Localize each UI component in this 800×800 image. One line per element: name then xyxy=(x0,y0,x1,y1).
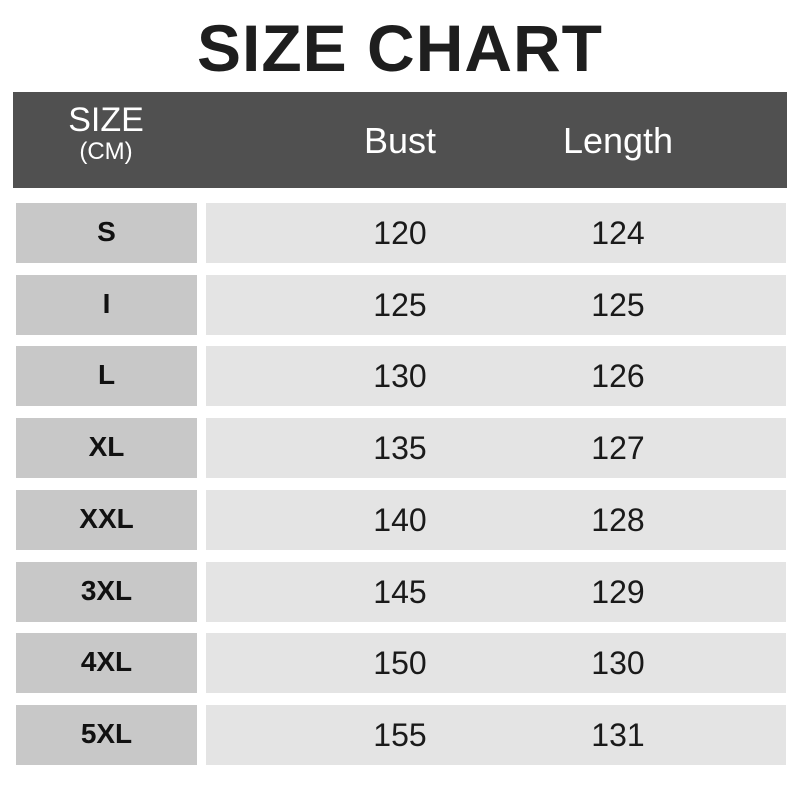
data-cell: 120 124 xyxy=(206,203,786,263)
table-row: S 120 124 xyxy=(16,203,786,263)
size-cell: 5XL xyxy=(16,704,197,765)
size-cell: L xyxy=(16,346,197,407)
length-value: 131 xyxy=(591,716,645,753)
length-value: 127 xyxy=(591,430,645,467)
length-value: 126 xyxy=(591,358,645,395)
bust-value: 125 xyxy=(373,286,427,323)
size-cell: XL xyxy=(16,418,197,479)
data-cell: 140 128 xyxy=(206,489,786,550)
size-cell: 3XL xyxy=(16,561,197,622)
length-value: 128 xyxy=(591,501,645,538)
header-size: SIZE (CM) xyxy=(13,102,199,166)
length-value: 130 xyxy=(591,645,645,682)
bust-value: 155 xyxy=(373,716,427,753)
length-value: 129 xyxy=(591,573,645,610)
table-row: 3XL 145 129 xyxy=(16,561,786,622)
length-value: 124 xyxy=(591,215,645,251)
table-row: XXL 140 128 xyxy=(16,489,786,550)
bust-value: 140 xyxy=(373,501,427,538)
size-cell: I xyxy=(16,274,197,335)
size-cell: S xyxy=(16,203,197,263)
header-length: Length xyxy=(562,120,674,161)
length-value: 125 xyxy=(591,286,645,323)
header-bust: Bust xyxy=(363,120,437,161)
data-cell: 130 126 xyxy=(206,346,786,407)
bust-value: 120 xyxy=(373,215,427,251)
table-header: SIZE (CM) Bust Length xyxy=(13,92,787,188)
size-cell: XXL xyxy=(16,489,197,550)
table-row: I 125 125 xyxy=(16,274,786,335)
data-cell: 125 125 xyxy=(206,274,786,335)
page-title: SIZE CHART xyxy=(197,11,603,85)
size-cell: 4XL xyxy=(16,633,197,694)
table-row: L 130 126 xyxy=(16,346,786,407)
data-cell: 135 127 xyxy=(206,418,786,479)
bust-value: 130 xyxy=(373,358,427,395)
data-cell: 150 130 xyxy=(206,633,786,694)
data-cell: 145 129 xyxy=(206,561,786,622)
header-size-label: SIZE xyxy=(68,101,144,139)
bust-value: 145 xyxy=(373,573,427,610)
table-row: 4XL 150 130 xyxy=(16,633,786,694)
table-row: XL 135 127 xyxy=(16,418,786,479)
header-unit: (CM) xyxy=(79,138,133,165)
bust-value: 135 xyxy=(373,430,427,467)
data-cell: 155 131 xyxy=(206,704,786,765)
table-row: 5XL 155 131 xyxy=(16,704,786,765)
bust-value: 150 xyxy=(373,645,427,682)
